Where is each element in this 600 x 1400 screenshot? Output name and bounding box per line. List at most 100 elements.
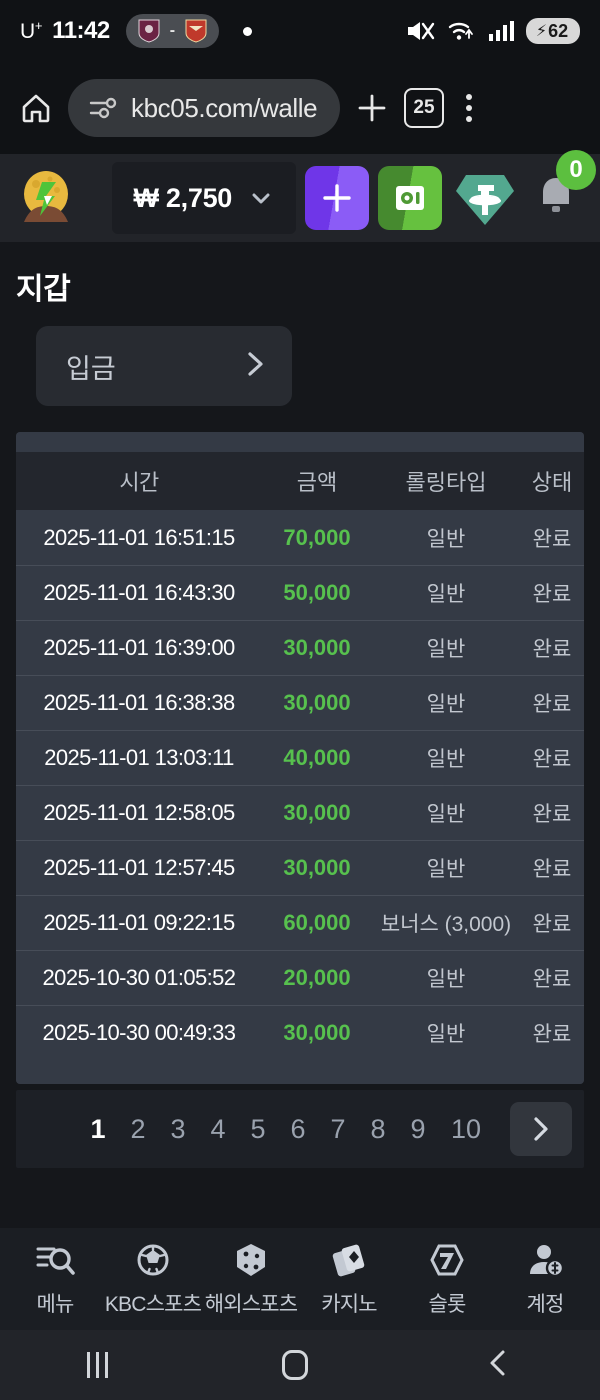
pagination-page-2[interactable]: 2 [130,1113,146,1144]
tab-counter[interactable]: 25 [404,88,444,128]
table-row[interactable]: 2025-11-01 16:43:30 50,000 일반 완료 [16,565,584,620]
cell-type: 일반 [426,748,466,771]
table-row[interactable]: 2025-10-30 00:49:33 30,000 일반 완료 [16,1005,584,1060]
android-navigation-bar [0,1330,600,1400]
table-row[interactable]: 2025-11-01 12:57:45 30,000 일반 완료 [16,840,584,895]
vault-button[interactable] [378,166,442,230]
usdt-button[interactable] [454,169,516,227]
charging-bolt-icon: ⚡ [535,23,548,40]
tune-icon[interactable] [88,95,118,121]
chip-separator: - [169,22,176,39]
cell-time: 2025-11-01 16:39:00 [43,635,235,660]
pagination-page-1[interactable]: 1 [90,1113,106,1144]
plus-icon[interactable] [354,90,390,126]
nav-item-slot[interactable]: 슬롯 [398,1241,496,1318]
menu-search-icon [36,1247,75,1275]
pagination-page-10[interactable]: 10 [450,1113,482,1144]
away-team-crest-icon [185,19,207,43]
battery-level: 62 [548,20,569,41]
balance-selector[interactable]: ₩ 2,750 [111,162,296,234]
wallet-page: 지갑 입금 시간 금액 롤링타입 상태 2025-11-01 16:51:15 7… [0,242,600,1168]
table-row[interactable]: 2025-11-01 16:38:38 30,000 일반 완료 [16,675,584,730]
table-row[interactable]: 2025-11-01 09:22:15 60,000 보너스 (3,000) 완료 [16,895,584,950]
cell-amount: 40,000 [283,745,351,770]
app-header: ₩ 2,750 [0,149,600,242]
browser-toolbar: kbc05.com/walle 25 [0,62,600,154]
carrier-label: U+ [20,18,43,43]
table-row[interactable]: 2025-11-01 16:39:00 30,000 일반 완료 [16,620,584,675]
cell-amount: 20,000 [283,965,351,990]
cell-status: 완료 [532,968,572,991]
nav-item-kbc-sports[interactable]: KBC스포츠 [104,1241,202,1318]
cell-type: 일반 [426,968,466,991]
pagination-next-button[interactable] [510,1102,572,1156]
pagination-page-5[interactable]: 5 [250,1113,266,1144]
pagination-page-9[interactable]: 9 [410,1113,426,1144]
nav-item-menu[interactable]: 메뉴 [6,1241,104,1318]
plus-icon [323,184,351,212]
home-icon[interactable] [18,90,54,126]
nav-label-menu: 메뉴 [36,1292,74,1316]
tether-icon [456,175,514,225]
cell-type: 일반 [426,803,466,826]
wifi-icon [448,22,473,40]
pagination-page-3[interactable]: 3 [170,1113,186,1144]
cell-time: 2025-11-01 09:22:15 [43,910,235,935]
cell-amount: 50,000 [283,580,351,605]
live-match-chip[interactable]: - [125,14,220,48]
user-avatar[interactable] [14,166,78,230]
soccer-ball-icon [137,1244,169,1275]
table-row[interactable]: 2025-11-01 12:58:05 30,000 일반 완료 [16,785,584,840]
back-icon[interactable] [483,1347,513,1384]
cell-status: 완료 [532,858,572,881]
cell-amount: 70,000 [283,524,351,550]
column-header-type: 롤링타입 [405,470,487,495]
nav-label-kbc-sports: KBC스포츠 [104,1292,202,1316]
pagination-page-7[interactable]: 7 [330,1113,346,1144]
nav-item-account[interactable]: 계정 [496,1241,594,1318]
wallet-select-row: 입금 [0,326,600,406]
pagination-page-4[interactable]: 4 [210,1113,226,1144]
nav-item-casino[interactable]: 카지노 [300,1241,398,1318]
table-row[interactable]: 2025-10-30 01:05:52 20,000 일반 완료 [16,950,584,1005]
cell-status: 완료 [532,638,572,661]
url-bar[interactable]: kbc05.com/walle [68,79,340,137]
cell-status: 완료 [532,583,572,606]
cell-type: 일반 [426,1023,466,1046]
column-header-amount: 금액 [296,470,338,495]
pagination: 1 2 3 4 5 6 7 8 9 10 [16,1090,584,1168]
cell-type: 일반 [426,638,466,661]
table-row[interactable]: 2025-11-01 16:51:15 70,000 일반 완료 [16,510,584,565]
bottom-navigation: 메뉴 KBC스포츠 해외스포츠 [0,1228,600,1330]
slot-seven-icon [430,1244,464,1275]
notification-bell[interactable]: 0 [532,149,596,227]
home-team-crest-icon [138,19,160,43]
cell-status: 완료 [532,1023,572,1046]
cell-time: 2025-11-01 16:43:30 [43,580,235,605]
nav-item-overseas-sports[interactable]: 해외스포츠 [202,1241,300,1318]
pagination-page-8[interactable]: 8 [370,1113,386,1144]
recents-icon[interactable] [87,1352,109,1378]
balance-amount: ₩ 2,750 [133,182,233,213]
deposit-plus-button[interactable] [305,166,369,230]
nav-label-slot: 슬롯 [428,1292,466,1316]
cell-time: 2025-11-01 12:57:45 [43,855,235,880]
column-header-status: 상태 [531,470,573,495]
cell-type: 일반 [426,858,466,881]
pagination-page-6[interactable]: 6 [290,1113,306,1144]
cell-status: 완료 [532,527,572,551]
table-row[interactable]: 2025-11-01 13:03:11 40,000 일반 완료 [16,730,584,785]
column-header-time: 시간 [119,470,159,495]
home-icon[interactable] [282,1350,309,1380]
cell-amount: 60,000 [283,910,351,935]
transactions-table: 시간 금액 롤링타입 상태 2025-11-01 16:51:15 70,000 일… [16,432,584,1084]
kebab-menu-icon[interactable] [458,94,480,122]
cell-status: 완료 [532,913,572,936]
cell-type: 일반 [426,583,466,606]
notification-badge: 0 [556,149,596,190]
pagination-numbers: 1 2 3 4 5 6 7 8 9 10 [16,1114,494,1145]
table-header-row: 시간 금액 롤링타입 상태 [16,452,584,510]
deposit-select[interactable]: 입금 [36,326,292,406]
cell-time: 2025-10-30 01:05:52 [42,965,236,990]
safe-icon [396,186,424,210]
